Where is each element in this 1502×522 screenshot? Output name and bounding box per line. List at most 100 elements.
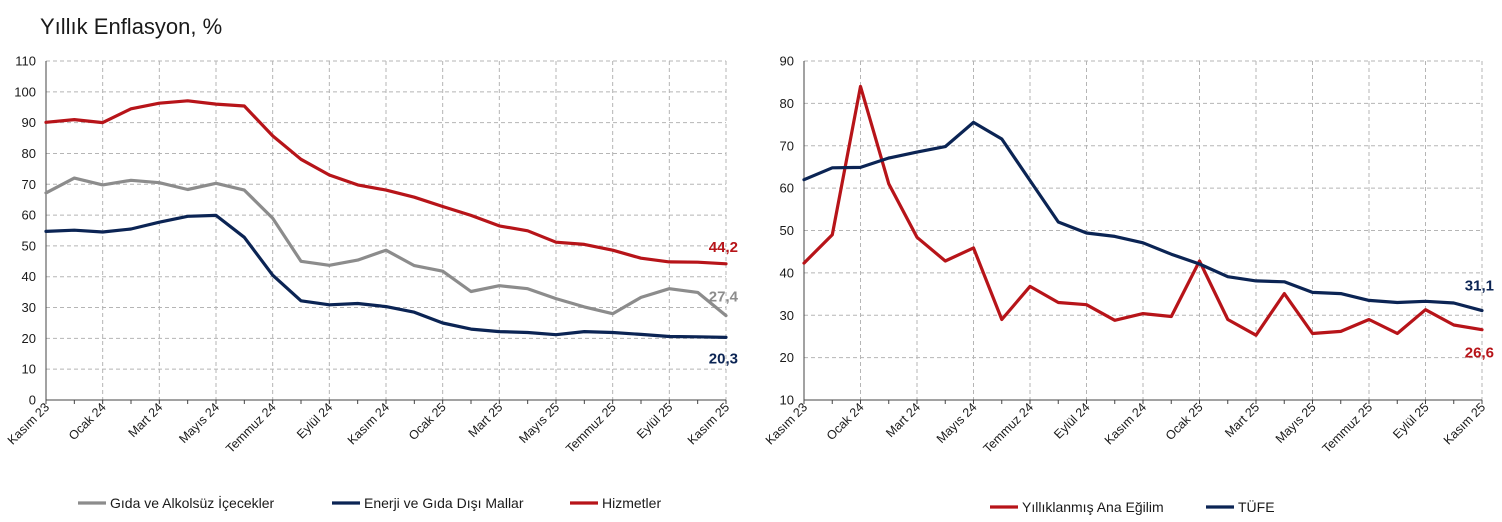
right-data-point [1367,318,1370,321]
right-data-point [887,156,890,159]
left-y-tick-label: 50 [22,238,36,253]
right-y-tick-label: 40 [780,265,794,280]
left-y-tick-label: 100 [14,84,36,99]
right-data-point [1311,332,1314,335]
right-x-tick-label: Ocak 24 [824,400,867,443]
right-end-label-2: 31,1 [1465,278,1494,295]
right-data-point [1113,235,1116,238]
left-y-tick-label: 20 [22,331,36,346]
right-data-point [915,151,918,154]
left-legend-label-1: Gıda ve Alkolsüz İçecekler [110,494,275,511]
left-y-tick-label: 30 [22,300,36,315]
right-y-tick-label: 60 [780,181,794,196]
right-data-point [1000,137,1003,140]
left-y-tick-label: 0 [29,393,36,408]
right-data-point [1339,330,1342,333]
right-data-point [831,166,834,169]
left-legend-label-3: Hizmetler [602,495,661,511]
right-data-point [802,262,805,265]
left-y-tick-label: 80 [22,146,36,161]
right-data-point [887,182,890,185]
left-legend-label-2: Enerji ve Gıda Dışı Mallar [364,495,524,511]
right-data-point [1198,262,1201,265]
right-data-point [1424,308,1427,311]
right-data-point [1170,315,1173,318]
right-data-point [1283,280,1286,283]
left-y-tick-label: 60 [22,208,36,223]
right-data-point [859,166,862,169]
right-data-point [1480,309,1483,312]
right-data-point [1085,231,1088,234]
right-series-line-2 [802,120,1484,313]
right-data-point [915,236,918,239]
left-y-tick-label: 10 [22,362,36,377]
left-y-tick-label: 40 [22,269,36,284]
right-data-point [1424,300,1427,303]
right-x-tick-label: Mart 24 [883,400,923,440]
right-data-point [1254,279,1257,282]
left-y-tick-label: 90 [22,115,36,130]
right-data-point [972,121,975,124]
left-y-tick-label: 110 [15,54,36,69]
right-x-tick-label: Kasım 25 [1441,400,1488,447]
right-x-tick-label: Mayıs 24 [934,400,980,446]
left-end-label-3: 44,2 [709,239,738,256]
right-y-tick-label: 30 [780,308,794,323]
right-data-point [1226,275,1229,278]
right-data-point [1339,292,1342,295]
right-x-tick-label: Temmuz 25 [1320,400,1376,456]
right-data-point [944,259,947,262]
right-data-point [1311,291,1314,294]
right-series-line-1 [802,84,1484,337]
left-series-line-1 [44,176,728,318]
right-data-point [1452,301,1455,304]
right-data-point [1283,292,1286,295]
left-y-tick-label: 70 [22,177,36,192]
right-end-label-1: 26,6 [1465,345,1494,362]
right-data-point [1028,179,1031,182]
left-series-line-3 [44,99,728,266]
right-data-point [1028,285,1031,288]
right-data-point [1452,323,1455,326]
right-data-point [1000,318,1003,321]
right-legend-label-1: Yıllıklanmış Ana Eğilim [1022,499,1164,515]
left-series-line-2 [44,213,728,339]
right-x-tick-label: Eylül 24 [1051,400,1092,441]
right-y-tick-label: 80 [780,96,794,111]
right-data-point [1367,299,1370,302]
right-x-tick-label: Mart 25 [1222,400,1262,440]
right-data-point [1057,301,1060,304]
right-legend-label-2: TÜFE [1238,498,1275,515]
left-end-label-2: 20,3 [709,350,738,367]
right-x-tick-label: Mayıs 25 [1273,400,1319,446]
right-x-tick-label: Kasım 24 [1102,400,1149,447]
right-data-point [1396,301,1399,304]
right-x-tick-label: Temmuz 24 [981,400,1037,456]
right-y-tick-label: 10 [780,393,794,408]
right-x-tick-label: Eylül 25 [1390,400,1431,441]
right-x-tick-label: Ocak 25 [1163,400,1206,443]
page-title: Yıllık Enflasyon, % [40,14,223,39]
right-data-point [944,145,947,148]
right-data-point [859,85,862,88]
right-y-tick-label: 50 [780,223,794,238]
right-data-point [1170,253,1173,256]
right-data-point [1057,220,1060,223]
right-data-point [1480,328,1483,331]
right-data-point [1226,318,1229,321]
right-data-point [831,233,834,236]
right-data-point [1141,312,1144,315]
right-data-point [1085,303,1088,306]
right-data-point [1396,332,1399,335]
right-data-point [1254,334,1257,337]
right-y-tick-label: 70 [780,138,794,153]
left-end-label-1: 27,4 [709,289,739,306]
right-y-tick-label: 90 [780,54,794,69]
right-y-tick-label: 20 [780,350,794,365]
right-data-point [1141,241,1144,244]
right-data-point [1113,319,1116,322]
right-data-point [972,246,975,249]
right-data-point [802,178,805,181]
